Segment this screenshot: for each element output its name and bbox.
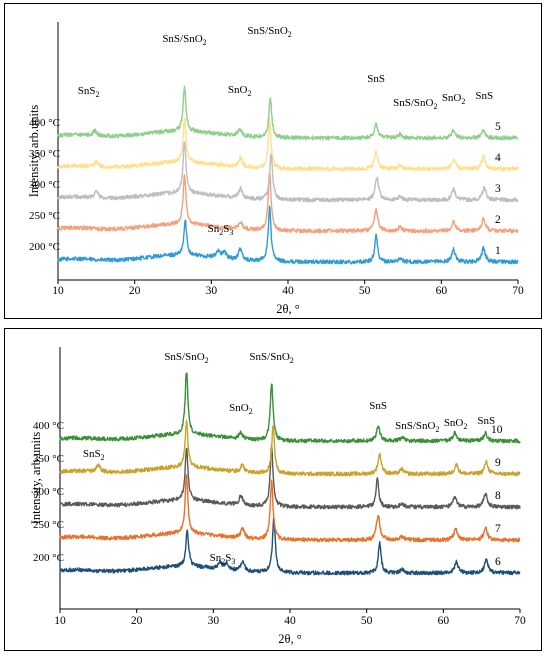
- phase-annotation: Sn2S3: [208, 223, 234, 237]
- phase-annotation: SnS/SnO2: [247, 25, 291, 39]
- series-temperature-3: 300 °C: [29, 179, 60, 191]
- phase-annotation: SnS/SnO2: [249, 351, 293, 365]
- phase-annotation: SnO2: [229, 402, 253, 416]
- xrd-pattern-1: [57, 205, 519, 265]
- phase-annotation: SnS2: [83, 448, 105, 462]
- xrd-pattern-9: [59, 419, 521, 477]
- series-temperature-7: 250 °C: [33, 519, 64, 531]
- series-temperature-1: 200 °C: [29, 241, 60, 253]
- x-tick-label: 30: [208, 615, 220, 627]
- phase-annotation: SnS/SnO2: [395, 420, 439, 434]
- series-temperature-4: 350 °C: [29, 148, 60, 160]
- xrd-pattern-2: [57, 172, 519, 234]
- x-tick-label: 10: [54, 615, 66, 627]
- phase-annotation: SnS: [475, 90, 493, 102]
- xrd-panel-top: 10 20 30 40 50 60 70 2θ, ° Intensity, arb.units 1…: [4, 3, 542, 319]
- xrd-pattern-3: [57, 141, 519, 203]
- phase-annotation: SnO2: [444, 417, 468, 431]
- phase-annotation: Sn2S3: [210, 552, 236, 566]
- x-tick-label: 10: [52, 285, 64, 297]
- x-axis-label: 2θ, °: [276, 302, 300, 316]
- xrd-pattern-7: [59, 474, 521, 543]
- series-number-7: 7: [495, 523, 501, 535]
- x-tick-label: 60: [438, 615, 450, 627]
- phase-annotation: SnS/SnO2: [393, 97, 437, 111]
- xrd-pattern-4: [57, 117, 519, 172]
- series-temperature-5: 400 °C: [29, 117, 60, 129]
- phase-annotation: SnS2: [78, 85, 100, 99]
- xrd-pattern-6: [59, 517, 521, 576]
- x-tick-label: 40: [284, 615, 296, 627]
- x-tick-label: 70: [514, 615, 526, 627]
- phase-annotation: SnS/SnO2: [164, 351, 208, 365]
- phase-annotation: SnS: [369, 400, 387, 412]
- xrd-chart-bottom: 10 20 30 40 50 60 70 2θ, ° Intensity, arb.units 6…: [29, 347, 526, 646]
- x-tick-label: 50: [361, 615, 373, 627]
- series-number-5: 5: [495, 121, 501, 133]
- series-temperature-9: 350 °C: [33, 453, 64, 465]
- series-temperature-10: 400 °C: [33, 420, 64, 432]
- x-tick-label: 20: [129, 285, 141, 297]
- series-number-3: 3: [495, 183, 501, 195]
- x-tick-label: 70: [512, 285, 524, 297]
- xrd-pattern-10: [59, 372, 521, 444]
- xrd-chart-top: 10 20 30 40 50 60 70 2θ, ° Intensity, arb.units 1…: [27, 22, 524, 316]
- series-temperature-2: 250 °C: [29, 210, 60, 222]
- y-axis-label: Intensity, arb.units: [29, 432, 43, 525]
- series-temperature-8: 300 °C: [33, 486, 64, 498]
- phase-annotation: SnS/SnO2: [162, 33, 206, 47]
- series-number-4: 4: [495, 152, 501, 164]
- x-axis-label: 2θ, °: [278, 632, 302, 646]
- x-tick-label: 20: [131, 615, 143, 627]
- x-tick-label: 50: [359, 285, 371, 297]
- x-tick-label: 40: [282, 285, 294, 297]
- series-number-10: 10: [491, 424, 503, 436]
- phase-annotation: SnS: [367, 73, 385, 85]
- xrd-pattern-5: [57, 85, 519, 141]
- phase-annotation: SnS: [477, 415, 495, 427]
- x-tick-label: 60: [436, 285, 448, 297]
- xrd-panel-bottom: 10 20 30 40 50 60 70 2θ, ° Intensity, arb.units 6…: [4, 328, 542, 651]
- xrd-pattern-8: [59, 444, 521, 510]
- y-axis-label: Intensity, arb.units: [27, 105, 41, 198]
- series-number-2: 2: [495, 214, 501, 226]
- series-number-6: 6: [495, 556, 501, 568]
- series-number-1: 1: [495, 245, 501, 257]
- series-number-9: 9: [495, 457, 501, 469]
- series-temperature-6: 200 °C: [33, 552, 64, 564]
- series-number-8: 8: [495, 490, 501, 502]
- phase-annotation: SnO2: [442, 92, 466, 106]
- phase-annotation: SnO2: [228, 84, 252, 98]
- x-tick-label: 30: [206, 285, 218, 297]
